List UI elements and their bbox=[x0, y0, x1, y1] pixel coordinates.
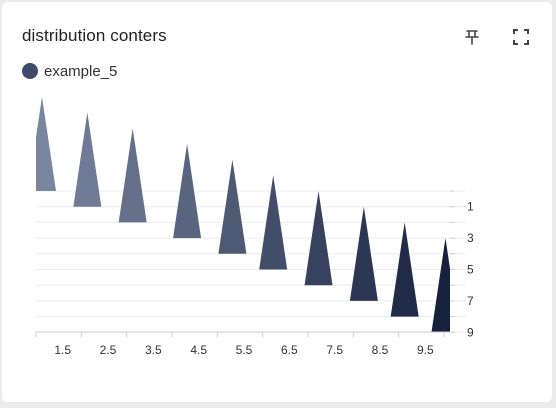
bar-triangle[interactable] bbox=[431, 238, 459, 332]
x-tick-label: 6.5 bbox=[281, 343, 298, 357]
bar-triangle[interactable] bbox=[259, 175, 288, 270]
bar-triangle[interactable] bbox=[173, 143, 202, 239]
bar-triangle[interactable] bbox=[304, 191, 333, 286]
x-tick-label: 4.5 bbox=[190, 343, 207, 357]
legend-label: example_5 bbox=[44, 62, 118, 80]
legend-item[interactable]: example_5 bbox=[22, 61, 117, 81]
bar-triangle[interactable] bbox=[218, 159, 247, 254]
y-tick-label: 1 bbox=[467, 200, 474, 214]
y-tick-label: 3 bbox=[467, 231, 474, 245]
x-tick-label: 3.5 bbox=[145, 343, 162, 357]
bar-triangle[interactable] bbox=[28, 96, 56, 191]
pin-button[interactable] bbox=[461, 26, 483, 48]
x-tick-label: 7.5 bbox=[326, 343, 343, 357]
x-tick-label: 9.5 bbox=[417, 343, 434, 357]
x-tick-label: 8.5 bbox=[372, 343, 389, 357]
pin-icon bbox=[465, 30, 479, 45]
y-tick-label: 9 bbox=[467, 325, 474, 339]
series-example_5 bbox=[28, 96, 459, 332]
y-tick-label: 7 bbox=[467, 294, 474, 308]
bar-triangle[interactable] bbox=[118, 128, 147, 223]
bar-triangle[interactable] bbox=[349, 206, 378, 301]
legend-swatch bbox=[22, 63, 38, 79]
x-tick-label: 5.5 bbox=[236, 343, 253, 357]
x-tick-label: 2.5 bbox=[100, 343, 117, 357]
bar-triangle[interactable] bbox=[73, 112, 102, 207]
bar-triangle[interactable] bbox=[390, 222, 419, 317]
chart-title: distribution conters bbox=[22, 26, 167, 45]
x-tick-label: 1.5 bbox=[54, 343, 71, 357]
fullscreen-button[interactable] bbox=[510, 26, 532, 48]
y-tick-label: 5 bbox=[467, 263, 474, 277]
fullscreen-icon bbox=[513, 29, 529, 45]
